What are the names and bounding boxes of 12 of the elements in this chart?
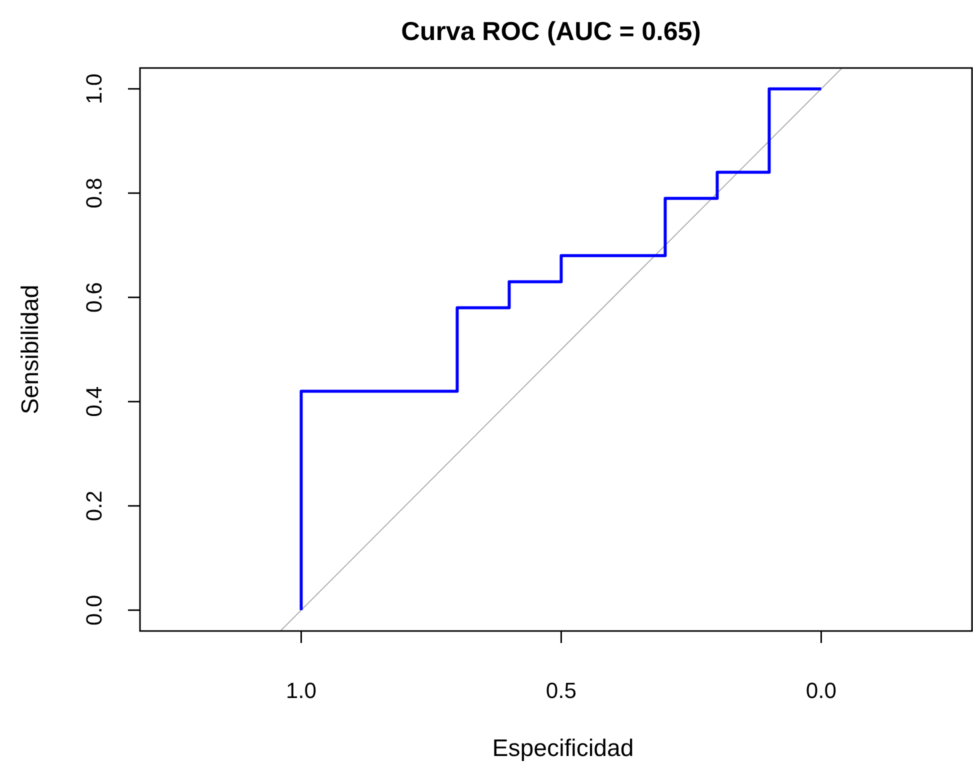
x-tick-label: 0.0 bbox=[806, 678, 836, 703]
y-tick-label: 0.4 bbox=[82, 386, 107, 417]
y-axis-title: Sensibilidad bbox=[17, 284, 44, 414]
y-tick-label: 0.6 bbox=[82, 282, 107, 313]
y-tick-label: 0.2 bbox=[82, 490, 107, 522]
y-tick-label: 0.8 bbox=[82, 178, 107, 208]
x-axis-title: Especificidad bbox=[492, 735, 634, 762]
x-tick-label: 1.0 bbox=[286, 678, 316, 703]
y-tick-label: 1.0 bbox=[82, 74, 107, 104]
x-tick-label: 0.5 bbox=[546, 678, 576, 703]
chart-title: Curva ROC (AUC = 0.65) bbox=[401, 16, 701, 46]
y-tick-label: 0.0 bbox=[82, 594, 107, 626]
